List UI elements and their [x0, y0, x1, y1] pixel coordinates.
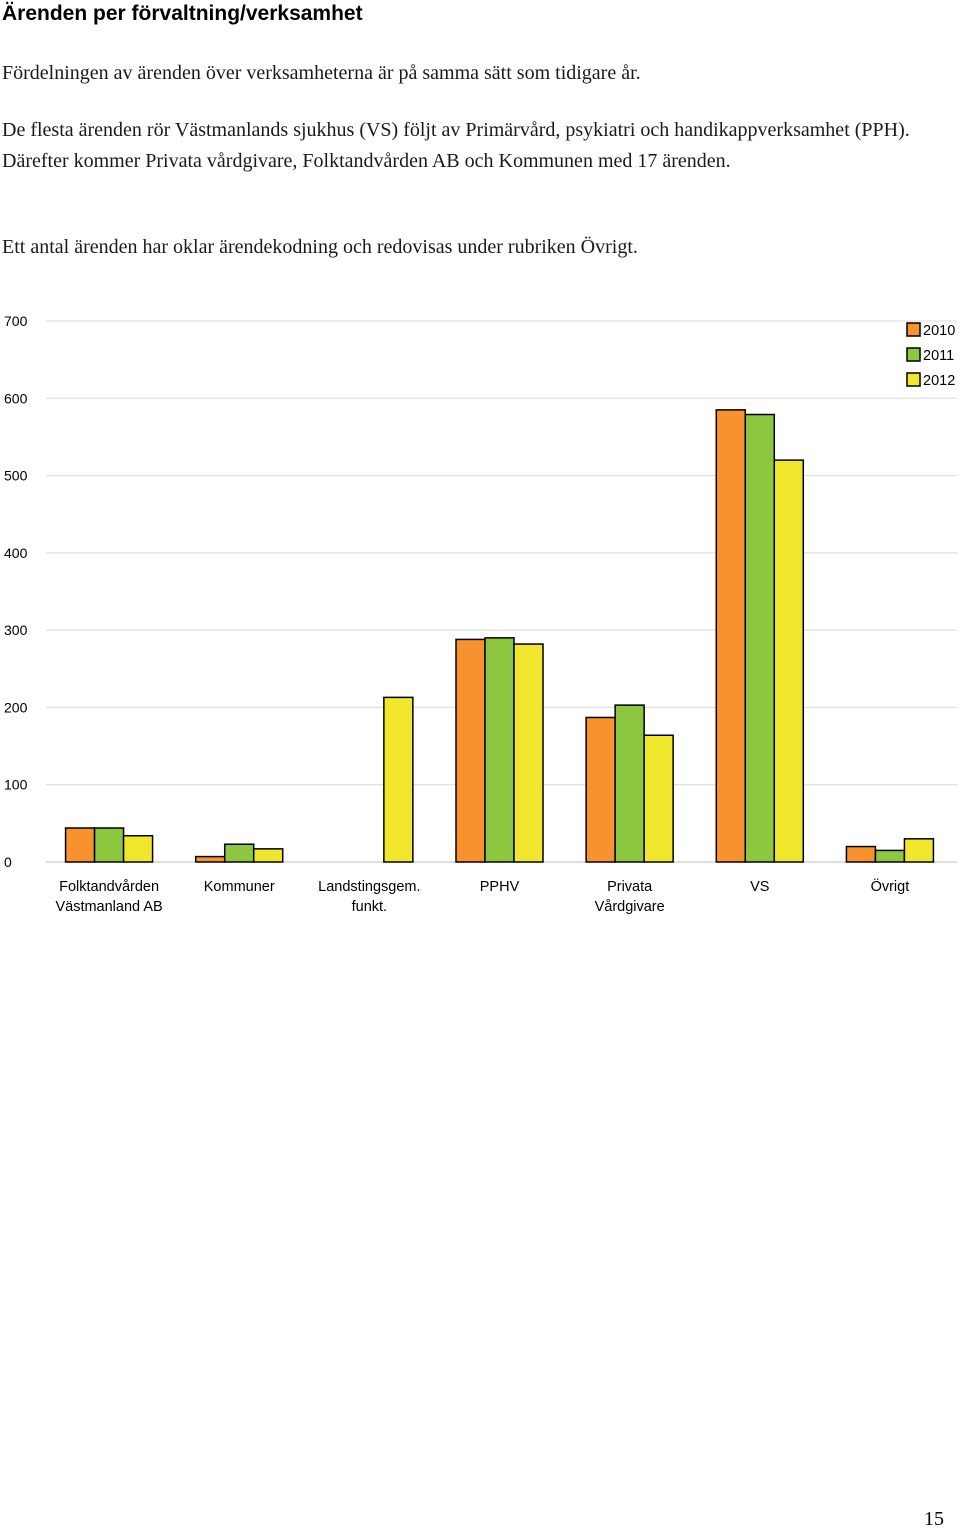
- bar-2010: [194, 855, 226, 863]
- x-tick-label: Kommuner: [204, 879, 275, 895]
- bar-2012: [122, 834, 154, 863]
- x-tick-label: VS: [750, 879, 769, 895]
- bar-2011: [874, 849, 906, 863]
- legend-label: 2011: [923, 348, 954, 364]
- y-tick-label: 300: [4, 622, 28, 638]
- x-tick-label: Landstingsgem.: [318, 879, 420, 895]
- y-tick-label: 500: [4, 468, 28, 484]
- details-paragraph: De flesta ärenden rör Västmanlands sjukh…: [2, 119, 910, 172]
- x-tick-label: Privata: [607, 879, 653, 895]
- x-tick-label: Folktandvården: [59, 879, 159, 895]
- y-tick-label: 600: [4, 390, 28, 406]
- bar-2012: [773, 459, 805, 863]
- x-tick-label: PPHV: [480, 879, 520, 895]
- y-tick-label: 100: [4, 777, 28, 793]
- x-tick-label: Vårdgivare: [595, 899, 665, 915]
- bar-2011: [744, 413, 776, 863]
- bar-chart: 0 100 200 300 400 500 600 700 Folktandvården Väst…: [4, 313, 957, 915]
- y-tick-label: 200: [4, 699, 28, 715]
- other-paragraph: Ett antal ärenden har oklar ärendekodnin…: [2, 236, 638, 258]
- y-tick-label: 0: [4, 854, 12, 870]
- page-heading: Ärenden per förvaltning/verksamhet: [2, 2, 363, 25]
- y-tick-label: 400: [4, 545, 28, 561]
- legend-swatch: [906, 347, 921, 362]
- legend-swatch: [906, 372, 921, 387]
- bar-2010: [64, 827, 96, 863]
- legend-label: 2012: [923, 373, 955, 389]
- bar-2011: [223, 843, 255, 863]
- bar-2012: [252, 848, 284, 863]
- bar-2010: [845, 845, 877, 863]
- page-number: 15: [924, 1508, 944, 1530]
- legend-swatch: [906, 322, 921, 337]
- bar-2011: [484, 637, 515, 863]
- intro-paragraph: Fördelningen av ärenden över verksamhete…: [2, 62, 641, 84]
- bar-2012: [643, 734, 674, 863]
- bar-2012: [513, 643, 544, 863]
- bar-2010: [715, 409, 747, 863]
- bar-2010: [585, 716, 616, 863]
- legend-label: 2010: [923, 323, 955, 339]
- bar-2012: [383, 696, 414, 863]
- x-tick-label: funkt.: [352, 899, 387, 915]
- y-tick-label: 700: [4, 313, 28, 329]
- bar-2011: [614, 704, 645, 863]
- x-tick-label: Västmanland AB: [55, 899, 162, 915]
- bar-2011: [93, 827, 125, 863]
- bar-2010: [455, 638, 486, 863]
- x-tick-label: Övrigt: [871, 877, 910, 895]
- bar-2012: [903, 838, 935, 863]
